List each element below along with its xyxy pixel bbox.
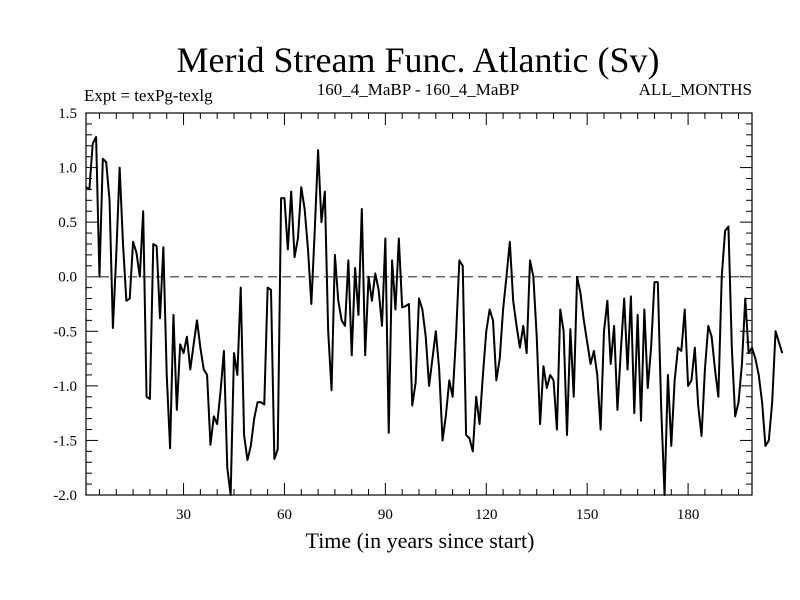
y-tick-label: 1.5 bbox=[58, 106, 77, 122]
x-tick-label: 30 bbox=[176, 507, 191, 523]
x-tick-label: 120 bbox=[475, 507, 498, 523]
x-axis-label: Time (in years since start) bbox=[306, 528, 535, 553]
y-tick-label: -0.5 bbox=[53, 324, 77, 340]
subtitle-center: 160_4_MaBP - 160_4_MaBP bbox=[317, 80, 519, 99]
y-tick-label: 0.0 bbox=[58, 270, 77, 286]
subtitle-right: ALL_MONTHS bbox=[639, 80, 752, 99]
subtitle-left: Expt = texPg-texlg bbox=[84, 86, 213, 105]
x-tick-label: 150 bbox=[576, 507, 599, 523]
y-tick-label: 0.5 bbox=[58, 215, 77, 231]
chart-title: Merid Stream Func. Atlantic (Sv) bbox=[177, 40, 660, 80]
y-tick-label: -1.0 bbox=[53, 379, 77, 395]
x-tick-label: 180 bbox=[677, 507, 700, 523]
y-tick-label: -1.5 bbox=[53, 433, 77, 449]
y-tick-label: -2.0 bbox=[53, 488, 77, 504]
y-tick-label: 1.0 bbox=[58, 161, 77, 177]
x-tick-label: 60 bbox=[277, 507, 292, 523]
series-line bbox=[85, 136, 784, 496]
x-tick-label: 90 bbox=[378, 507, 393, 523]
x-axis: 30 60 90 120 150 180 bbox=[98, 113, 740, 523]
